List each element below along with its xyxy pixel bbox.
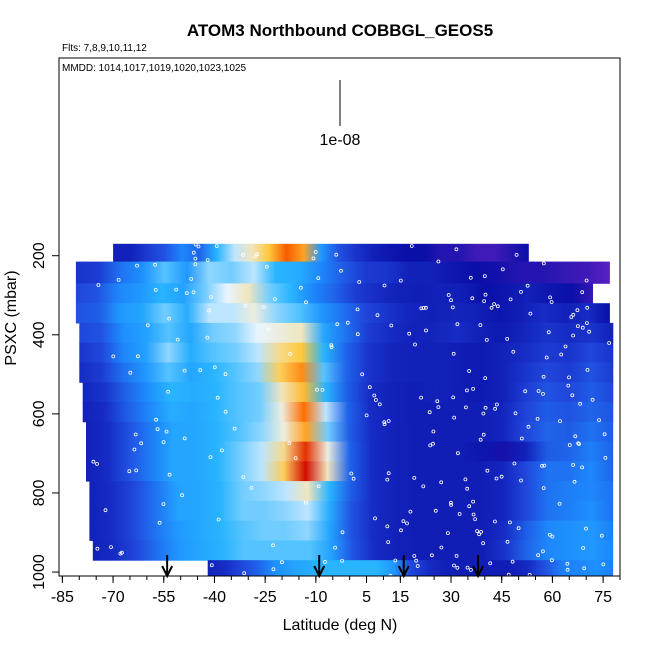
y-tick-label: 400	[31, 321, 48, 348]
heatmap-band	[89, 500, 614, 522]
chart-title: ATOM3 Northbound COBBGL_GEOS5	[187, 21, 493, 40]
x-axis: -85 -70 -55 -40 -25 -10 5 15 30 45 60 75	[51, 576, 621, 606]
heatmap-band	[82, 402, 614, 423]
heatmap-band	[82, 382, 614, 403]
y-tick-label: 200	[31, 242, 48, 269]
y-tick-label: 1000	[31, 554, 48, 590]
y-tick-label: 600	[31, 400, 48, 427]
profile-arrow	[161, 555, 174, 579]
heatmap-band	[75, 303, 610, 324]
x-tick-label: -40	[203, 589, 226, 606]
x-tick-label: -85	[51, 589, 74, 606]
x-tick-label: 75	[594, 589, 612, 606]
dates-label: MMDD: 1014,1017,1019,1020,1023,1025	[62, 63, 246, 74]
heatmap-band	[113, 243, 529, 263]
heatmap-band	[79, 322, 614, 344]
heatmap-layer	[75, 243, 614, 577]
heatmap-band	[92, 540, 614, 561]
y-axis: 200 400 600 800 1000	[31, 242, 59, 590]
heatmap-band	[75, 261, 610, 284]
heatmap-band	[86, 461, 614, 482]
flights-label: Flts: 7,8,9,10,11,12	[62, 43, 147, 54]
profile-arrow	[397, 555, 410, 579]
heatmap-band	[89, 520, 614, 541]
y-tick-label: 800	[31, 480, 48, 507]
profile-arrow	[472, 555, 484, 579]
heatmap-band	[79, 362, 614, 383]
x-tick-label: 5	[362, 589, 371, 606]
plot-frame	[58, 57, 621, 577]
x-tick-label: -70	[102, 589, 125, 606]
profile-arrow	[313, 555, 326, 579]
heatmap-band	[86, 441, 614, 462]
x-tick-label: 60	[544, 589, 562, 606]
x-tick-label: 30	[442, 589, 460, 606]
heatmap-band	[207, 560, 614, 577]
x-tick-label: -55	[152, 589, 175, 606]
x-tick-label: -25	[254, 589, 277, 606]
x-tick-label: 45	[493, 589, 511, 606]
y-axis-label: PSXC (mbar)	[3, 270, 20, 365]
heatmap-band	[89, 481, 614, 502]
heatmap-band	[79, 342, 614, 363]
heatmap-band	[86, 421, 614, 443]
profile-arrows	[161, 555, 484, 579]
x-tick-label: 15	[391, 589, 409, 606]
x-axis-label: Latitude (deg N)	[283, 617, 398, 634]
sample-points	[91, 242, 611, 578]
x-tick-label: -10	[304, 589, 327, 606]
legend-label: 1e-08	[320, 132, 361, 149]
heatmap-band	[75, 283, 593, 304]
